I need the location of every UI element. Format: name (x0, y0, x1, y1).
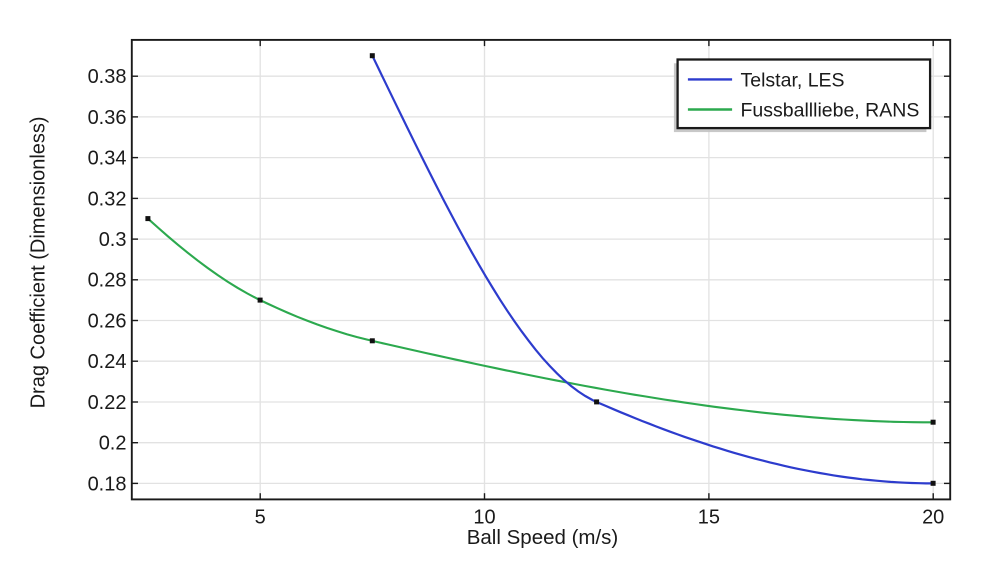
svg-text:Telstar, LES: Telstar, LES (741, 69, 845, 91)
svg-text:0.3: 0.3 (99, 229, 127, 251)
svg-text:20: 20 (922, 507, 944, 529)
svg-text:0.24: 0.24 (88, 351, 127, 373)
svg-text:0.32: 0.32 (88, 188, 127, 210)
svg-text:0.34: 0.34 (88, 148, 127, 170)
svg-text:0.38: 0.38 (88, 66, 127, 88)
svg-text:5: 5 (255, 507, 266, 529)
svg-text:Ball Speed (m/s): Ball Speed (m/s) (467, 526, 619, 549)
svg-text:10: 10 (473, 507, 495, 529)
svg-text:0.36: 0.36 (88, 107, 127, 129)
svg-text:Drag Coefficient (Dimensionles: Drag Coefficient (Dimensionless) (28, 116, 50, 408)
svg-text:Fussballliebe, RANS: Fussballliebe, RANS (741, 99, 920, 121)
svg-text:0.2: 0.2 (99, 433, 127, 455)
svg-text:0.22: 0.22 (88, 392, 127, 414)
svg-text:0.28: 0.28 (88, 270, 127, 292)
svg-text:0.18: 0.18 (88, 473, 127, 495)
svg-text:0.26: 0.26 (88, 310, 127, 332)
svg-text:15: 15 (698, 507, 720, 529)
